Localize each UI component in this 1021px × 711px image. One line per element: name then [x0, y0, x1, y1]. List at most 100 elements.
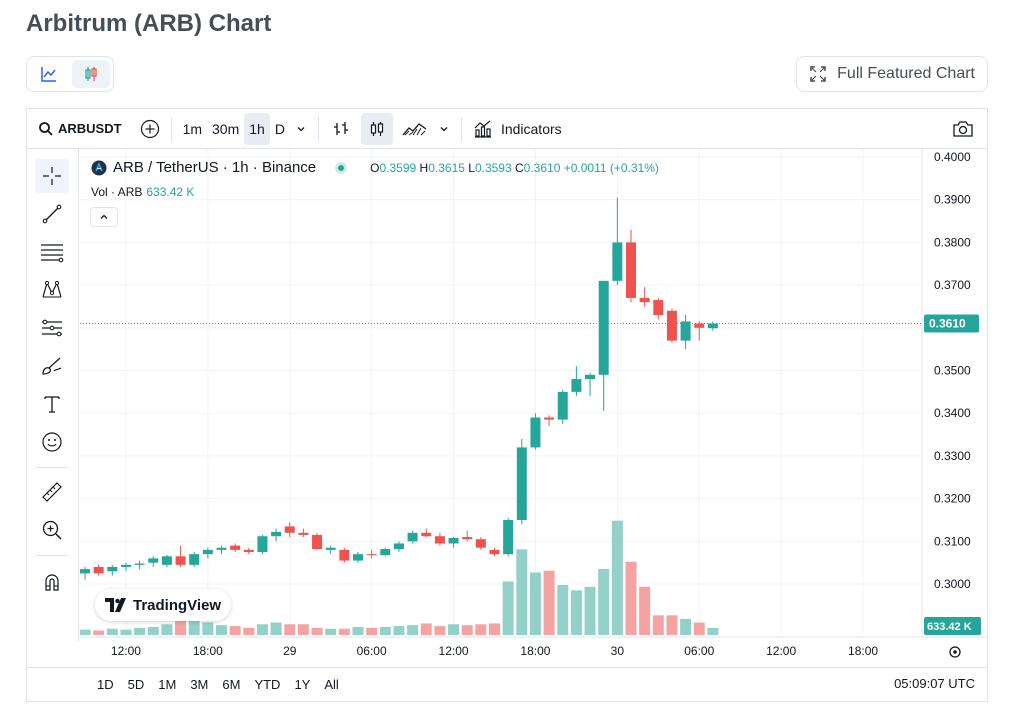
zoom-in-tool[interactable] [35, 513, 69, 547]
price-tick-label: 0.3300 [934, 449, 971, 463]
last-volume-badge [924, 617, 981, 635]
bars-style-button[interactable] [325, 113, 357, 145]
text-icon [44, 396, 60, 413]
volume-bar [352, 626, 364, 635]
volume-bar [147, 626, 159, 635]
full-featured-chart-button[interactable]: Full Featured Chart [796, 56, 988, 92]
price-chart[interactable]: 0.40000.39000.38000.37000.36000.35000.34… [80, 149, 987, 667]
indicators-button[interactable]: Indicators [468, 113, 567, 145]
range-ytd[interactable]: YTD [254, 677, 281, 692]
time-tick-label: 18:00 [193, 644, 223, 658]
volume-bar [175, 615, 187, 635]
range-5d[interactable]: 5D [127, 677, 145, 692]
legend-symbol-title: ARB / TetherUS · 1h · Binance [113, 159, 317, 176]
volume-label: Vol · ARB [91, 185, 143, 199]
chart-widget: ARBUSDT 1m 30m 1h D Indicators [26, 108, 988, 702]
volume-bar [379, 626, 391, 635]
volume-bar [448, 624, 460, 635]
time-tick-label: 18:00 [520, 644, 550, 658]
crosshair-tool[interactable] [35, 159, 69, 193]
volume-bar [489, 623, 500, 635]
volume-bar [693, 622, 705, 635]
candlestick-icon [370, 121, 384, 136]
volume-bar [297, 624, 309, 635]
range-1m[interactable]: 1M [158, 677, 177, 692]
candle-chart-button[interactable] [72, 60, 110, 88]
search-icon [39, 121, 53, 136]
volume-bar [529, 572, 541, 635]
range-6m[interactable]: 6M [222, 677, 241, 692]
close-value: 0.3610 [523, 160, 561, 175]
tradingview-logo-icon [105, 598, 126, 612]
utc-clock[interactable]: 05:09:07 UTC [894, 676, 975, 691]
toolbar-divider [35, 555, 69, 556]
range-1d[interactable]: 1D [97, 677, 114, 692]
candle-body [653, 300, 664, 316]
range-all[interactable]: All [324, 677, 339, 692]
ruler-tool[interactable] [35, 475, 69, 509]
volume-bar [93, 630, 105, 635]
compare-symbol-button[interactable] [135, 113, 165, 145]
volume-bar [475, 624, 487, 635]
candle-body [257, 536, 268, 553]
area-style-button[interactable] [397, 113, 433, 145]
settings-gear-center [953, 650, 957, 654]
interval-1m[interactable]: 1m [182, 120, 203, 137]
camera-icon [953, 121, 973, 137]
horizontal-lines-icon [41, 244, 64, 263]
close-label: C [515, 160, 524, 175]
emoji-tool[interactable] [35, 425, 69, 459]
last-price-label: 0.3610 [929, 317, 966, 331]
volume-bar [680, 618, 692, 635]
candle-body [312, 534, 323, 550]
arbitrum-logo-icon [91, 160, 107, 175]
line-chart-button[interactable] [30, 60, 68, 88]
text-tool[interactable] [35, 387, 69, 421]
volume-bar [584, 586, 596, 635]
range-3m[interactable]: 3M [190, 677, 209, 692]
price-tick-label: 0.3700 [934, 278, 971, 292]
volume-bar [161, 624, 173, 635]
last-price-badge [924, 314, 979, 333]
chevron-down-icon [440, 126, 448, 131]
symbol-search-button[interactable]: ARBUSDT [33, 113, 127, 145]
price-tick-label: 0.4000 [934, 150, 971, 164]
tradingview-logo[interactable]: TradingView [95, 589, 232, 621]
interval-30m[interactable]: 30m [212, 120, 240, 137]
range-1y[interactable]: 1Y [294, 677, 311, 692]
volume-bar [570, 590, 582, 635]
price-tick-label: 0.3800 [934, 235, 971, 249]
candle-body [421, 532, 432, 537]
trend-line-tool[interactable] [35, 197, 69, 231]
fib-tool[interactable] [35, 235, 69, 269]
candle-body [134, 563, 145, 565]
candle-body [462, 537, 473, 540]
drawing-toolbar [27, 149, 79, 641]
candle-body [612, 242, 623, 281]
chart-style-dropdown[interactable] [433, 113, 455, 145]
smiley-icon [42, 432, 62, 452]
time-tick-label: 18:00 [848, 644, 878, 658]
candle-body [120, 564, 131, 567]
toolbar-divider [317, 116, 319, 141]
interval-d[interactable]: D [274, 120, 285, 137]
collapse-legend-button[interactable] [90, 207, 118, 227]
market-open-dot-icon [335, 161, 348, 174]
volume-bar [134, 627, 146, 635]
brush-tool[interactable] [35, 349, 69, 383]
snapshot-button[interactable] [947, 113, 979, 145]
time-tick-label: 30 [611, 644, 625, 658]
area-chart-icon [402, 122, 427, 135]
volume-bar [106, 628, 118, 635]
magnet-tool[interactable] [35, 565, 69, 599]
forecast-tool[interactable] [35, 311, 69, 345]
volume-bar [598, 568, 610, 635]
interval-1h[interactable]: 1h [244, 112, 270, 145]
candles-style-button[interactable] [360, 112, 393, 145]
pattern-tool[interactable] [35, 273, 69, 307]
open-label: O [370, 160, 380, 175]
chart-type-toggle [26, 56, 114, 92]
candle-body [434, 536, 445, 544]
interval-dropdown[interactable] [290, 113, 312, 145]
settings-gear-icon[interactable] [949, 646, 961, 658]
